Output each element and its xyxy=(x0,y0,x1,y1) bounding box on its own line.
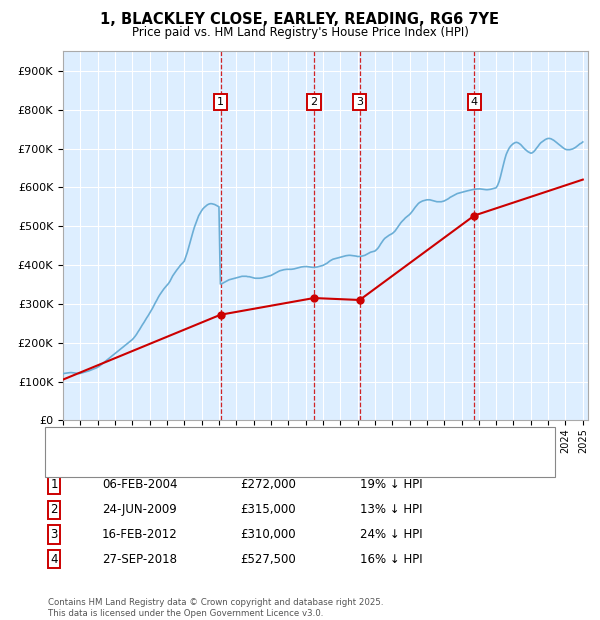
Text: Price paid vs. HM Land Registry's House Price Index (HPI): Price paid vs. HM Land Registry's House … xyxy=(131,26,469,39)
Text: £527,500: £527,500 xyxy=(240,553,296,565)
Text: 24-JUN-2009: 24-JUN-2009 xyxy=(102,503,177,516)
Text: 16-FEB-2012: 16-FEB-2012 xyxy=(102,528,178,541)
Text: HPI: Average price, detached house, Wokingham: HPI: Average price, detached house, Woki… xyxy=(91,457,346,467)
Text: 19% ↓ HPI: 19% ↓ HPI xyxy=(360,479,422,491)
Text: 1: 1 xyxy=(50,479,58,491)
Text: 1, BLACKLEY CLOSE, EARLEY, READING, RG6 7YE: 1, BLACKLEY CLOSE, EARLEY, READING, RG6 … xyxy=(101,12,499,27)
Text: 2: 2 xyxy=(50,503,58,516)
Text: 06-FEB-2004: 06-FEB-2004 xyxy=(102,479,178,491)
Text: 24% ↓ HPI: 24% ↓ HPI xyxy=(360,528,422,541)
Text: 1: 1 xyxy=(217,97,224,107)
Text: 16% ↓ HPI: 16% ↓ HPI xyxy=(360,553,422,565)
Text: ─────: ───── xyxy=(53,455,91,468)
Text: 3: 3 xyxy=(356,97,363,107)
Text: 13% ↓ HPI: 13% ↓ HPI xyxy=(360,503,422,516)
Text: 2: 2 xyxy=(310,97,317,107)
Text: 4: 4 xyxy=(471,97,478,107)
Text: £310,000: £310,000 xyxy=(240,528,296,541)
Text: Contains HM Land Registry data © Crown copyright and database right 2025.
This d: Contains HM Land Registry data © Crown c… xyxy=(48,598,383,618)
Text: £272,000: £272,000 xyxy=(240,479,296,491)
Text: ─────: ───── xyxy=(53,438,91,451)
Text: 3: 3 xyxy=(50,528,58,541)
Text: 1, BLACKLEY CLOSE, EARLEY, READING, RG6 7YE (detached house): 1, BLACKLEY CLOSE, EARLEY, READING, RG6 … xyxy=(91,439,440,449)
Text: 4: 4 xyxy=(50,553,58,565)
Text: 27-SEP-2018: 27-SEP-2018 xyxy=(102,553,177,565)
Text: £315,000: £315,000 xyxy=(240,503,296,516)
